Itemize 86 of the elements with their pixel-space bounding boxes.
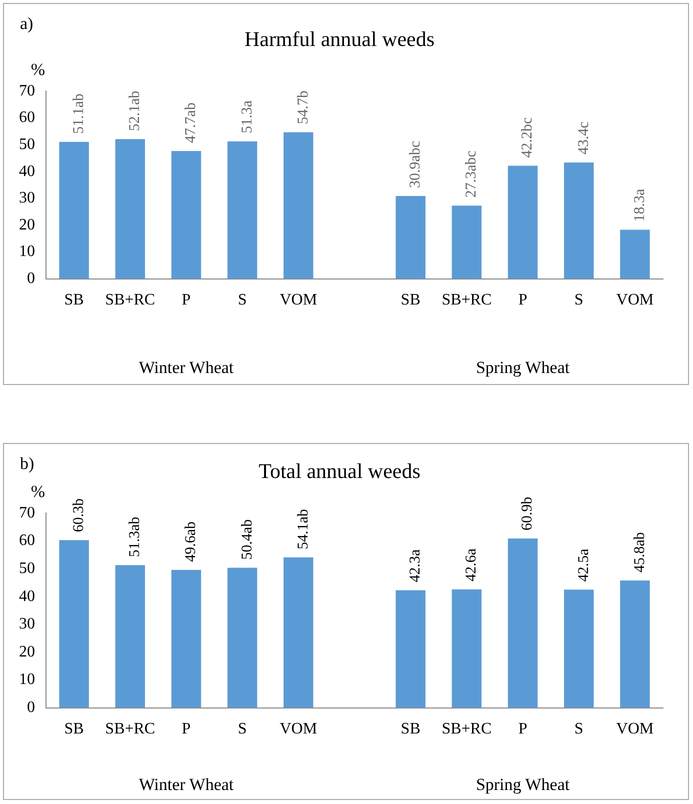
x-tick-label: S — [238, 292, 247, 309]
y-axis-title: % — [30, 60, 46, 80]
bar — [59, 540, 89, 708]
bar — [620, 580, 650, 708]
bar — [396, 196, 426, 279]
y-tick-label: 20 — [19, 643, 35, 660]
x-tick-label: VOM — [280, 720, 318, 738]
text: b) — [20, 454, 34, 473]
text: Winter Wheat — [138, 774, 234, 794]
bar — [227, 568, 258, 708]
text: Winter Wheat — [138, 358, 234, 377]
y-tick-label: 60 — [19, 532, 35, 550]
data-label: 50.4ab — [239, 519, 256, 560]
bar — [284, 132, 314, 279]
x-tick-label: VOM — [616, 292, 654, 309]
y-tick-label: 30 — [19, 190, 35, 207]
data-label: 51.3ab — [127, 516, 144, 558]
bar — [564, 590, 594, 708]
data-label: 18.3a — [632, 188, 648, 222]
x-tick-label: S — [238, 720, 247, 738]
y-axis-title: % — [30, 482, 46, 502]
data-label: 49.6ab — [183, 521, 200, 562]
x-tick-label: SB — [64, 720, 84, 738]
data-label: 52.1ab — [127, 90, 144, 132]
x-tick-label: SB+RC — [442, 292, 492, 309]
x-tick-label: SB — [400, 720, 420, 738]
bar — [227, 141, 258, 279]
data-label: 43.4c — [576, 121, 592, 154]
bar — [171, 570, 202, 708]
x-tick-label: SB — [400, 292, 420, 309]
y-tick-label: 10 — [19, 671, 35, 688]
bar — [171, 150, 202, 279]
x-tick-label: SB — [64, 292, 84, 309]
data-label: 60.3b — [70, 498, 87, 532]
x-tick-label: P — [518, 720, 528, 738]
data-label: 54.7b — [295, 90, 312, 124]
x-tick-label: S — [574, 292, 584, 309]
text: Spring Wheat — [476, 358, 570, 377]
y-tick-label: 60 — [19, 109, 35, 126]
bar — [59, 142, 89, 279]
chart-title: Harmful annual weeds — [244, 27, 435, 52]
data-label: 51.3a — [239, 100, 256, 134]
bar — [115, 139, 145, 279]
bar — [396, 590, 426, 708]
y-tick-label: 30 — [19, 616, 35, 633]
x-tick-label: S — [574, 720, 584, 738]
y-tick-label: 40 — [19, 588, 35, 605]
x-tick-label: P — [518, 292, 528, 309]
y-tick-label: 40 — [19, 162, 35, 180]
bar — [115, 565, 145, 708]
x-tick-label: VOM — [280, 292, 318, 309]
data-label: 60.9b — [520, 496, 536, 530]
data-label: 42.5a — [576, 548, 592, 582]
bar — [564, 162, 594, 279]
bar — [452, 206, 482, 279]
data-label: 42.6a — [464, 548, 480, 582]
bar — [508, 166, 538, 279]
chart-title: Total annual weeds — [258, 459, 420, 484]
text: a) — [20, 14, 34, 33]
y-tick-label: 70 — [19, 82, 35, 100]
x-tick-label: SB+RC — [442, 720, 492, 738]
data-label: 54.1ab — [295, 508, 312, 550]
y-tick-label: 70 — [19, 504, 35, 522]
x-tick-label: P — [182, 292, 191, 309]
text: Spring Wheat — [476, 774, 570, 794]
data-label: 45.8ab — [632, 532, 648, 572]
y-tick-label: 20 — [19, 216, 35, 234]
data-label: 47.7ab — [183, 102, 200, 143]
y-tick-label: 10 — [19, 243, 35, 260]
data-label: 30.9abc — [408, 140, 424, 188]
x-tick-label: VOM — [616, 720, 654, 738]
y-tick-label: 0 — [27, 270, 35, 288]
bar — [508, 538, 538, 708]
data-label: 51.1ab — [70, 93, 87, 134]
data-label: 42.3a — [408, 548, 424, 582]
data-label: 42.2bc — [520, 116, 536, 158]
y-tick-label: 0 — [27, 699, 35, 716]
bar — [452, 589, 482, 708]
x-tick-label: P — [182, 720, 191, 738]
bar — [284, 557, 314, 708]
y-tick-label: 50 — [19, 560, 35, 578]
x-tick-label: SB+RC — [105, 720, 156, 738]
x-tick-label: SB+RC — [105, 292, 156, 309]
data-label: 27.3abc — [464, 150, 480, 198]
bar — [620, 230, 650, 279]
y-tick-label: 50 — [19, 136, 35, 154]
